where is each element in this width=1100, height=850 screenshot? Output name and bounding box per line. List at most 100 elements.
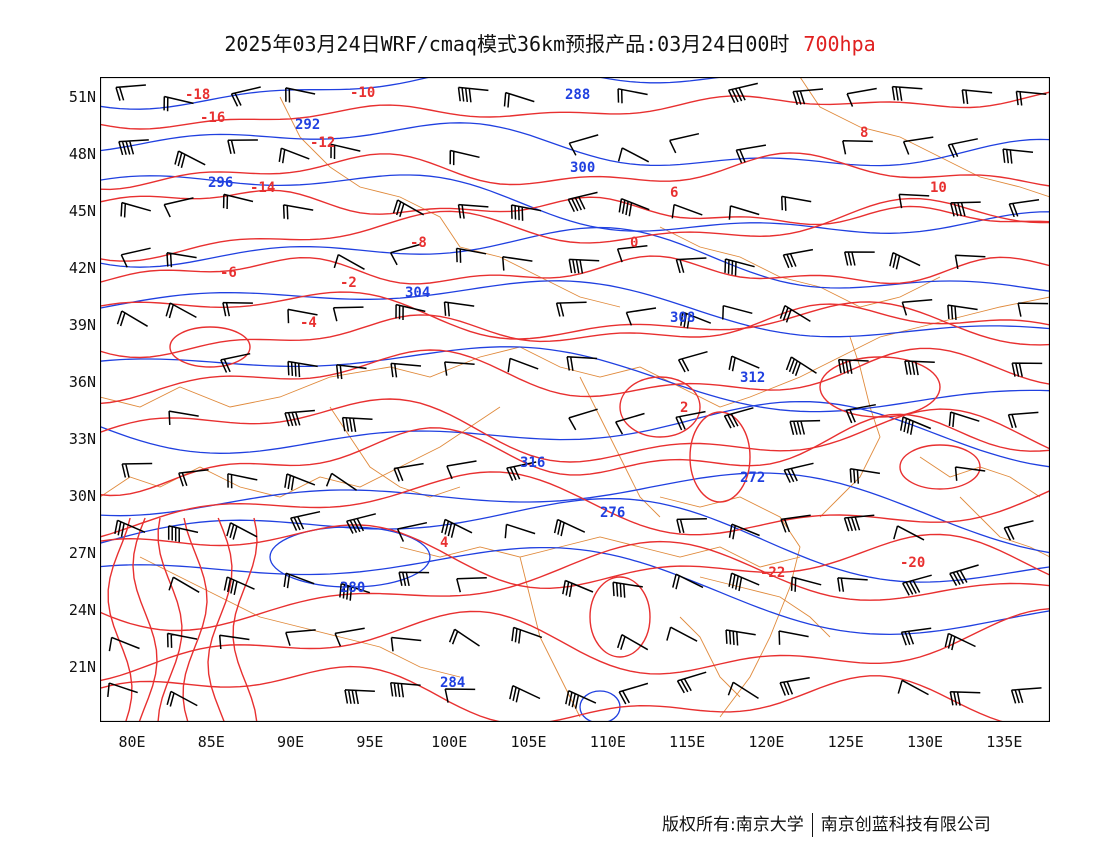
wind-barb [390, 636, 422, 652]
wind-barb [948, 411, 980, 428]
lon-label: 130E [906, 733, 944, 751]
temperature-contour [107, 517, 133, 723]
lon-label: 90E [277, 733, 305, 751]
wind-barb [846, 87, 877, 107]
temperature-contour [99, 524, 1051, 590]
temperature-contour [207, 517, 233, 723]
temperature-label: -12 [310, 135, 335, 151]
wind-barb [792, 88, 824, 106]
border-line [399, 536, 801, 568]
wind-barb [782, 248, 814, 269]
wind-barb [290, 510, 321, 531]
wind-barb [115, 84, 146, 101]
wind-barb [615, 412, 645, 435]
wind-barb [1002, 148, 1034, 164]
wind-barb [567, 191, 598, 213]
contour-labels: -18-16-14-12-10-8-6-4-20246810-22-202882… [185, 85, 947, 691]
wind-barb [283, 572, 315, 589]
temperature-label: 4 [440, 535, 448, 551]
lat-label: 33N [68, 430, 96, 448]
wind-barb [223, 576, 255, 596]
temperature-label: -16 [200, 110, 225, 126]
temperature-contour [99, 540, 1051, 632]
wind-barb [178, 469, 209, 487]
wind-barb [902, 136, 934, 155]
wind-barb [511, 626, 543, 644]
copyright-left: 版权所有:南京大学 [662, 815, 804, 835]
border-line [699, 576, 831, 638]
wind-barb [618, 198, 650, 217]
wind-barb [443, 301, 475, 317]
temperature-closed-contour [899, 444, 981, 490]
temperature-label: -2 [340, 275, 357, 291]
temperature-contour [99, 303, 1051, 359]
temperature-label: -14 [250, 180, 275, 196]
wind-barb [898, 193, 930, 209]
wind-barb [1007, 411, 1039, 429]
wind-barb [107, 682, 138, 697]
temperature-contour [132, 517, 158, 723]
lat-label: 39N [68, 316, 96, 334]
wind-barb [617, 147, 650, 163]
wind-barb [904, 360, 935, 376]
wind-barb [166, 252, 197, 268]
wind-barb [899, 416, 932, 435]
wind-barb [455, 247, 487, 263]
temperature-contour [99, 91, 1051, 130]
wind-barb [218, 634, 250, 650]
wind-barb [443, 361, 475, 376]
wind-barb [503, 91, 535, 108]
wind-barb [722, 304, 753, 320]
copyright-separator [811, 813, 813, 837]
wind-barb [783, 462, 814, 483]
geopotential-label: 288 [565, 87, 590, 103]
geopotential-contour [99, 472, 1051, 554]
wind-barb [507, 357, 539, 373]
lon-label: 100E [431, 733, 468, 751]
wind-barb [222, 301, 253, 317]
wind-barb [278, 147, 310, 164]
wind-barb [724, 258, 755, 276]
wind-barb [562, 579, 594, 598]
wind-barb [565, 690, 597, 709]
geopotential-contour [99, 280, 1051, 338]
temperature-label: -20 [900, 555, 925, 571]
temperature-contour [232, 517, 258, 723]
temperature-closed-contour [819, 356, 941, 418]
wind-barb [509, 685, 541, 703]
temperature-contour [99, 255, 1051, 285]
wind-barbs [107, 82, 1049, 709]
border-line [659, 496, 801, 718]
wind-barb [226, 522, 258, 540]
wind-barb [166, 690, 198, 707]
wind-barb [287, 360, 318, 378]
wind-barb [166, 632, 198, 648]
border-line [279, 96, 621, 308]
wind-barb [395, 303, 426, 321]
wind-barb [446, 460, 477, 480]
wind-barb [1003, 520, 1034, 541]
lon-label: 95E [356, 733, 384, 751]
wind-barb [1011, 362, 1043, 377]
wind-barb [333, 253, 365, 270]
wind-barb [612, 581, 643, 598]
title-text: 2025年03月24日WRF/cmaq模式36km预报产品:03月24日00时 [224, 32, 790, 56]
wind-barb [849, 468, 881, 484]
temperature-closed-contour [619, 376, 701, 438]
map-canvas: -18-16-14-12-10-8-6-4-20246810-22-202882… [99, 41, 1051, 729]
wind-barb [332, 306, 364, 322]
border-line [679, 616, 741, 698]
wind-barb [785, 356, 817, 377]
wind-barb [954, 466, 986, 481]
wind-barb [346, 513, 376, 534]
wind-barb [843, 251, 875, 266]
wind-barb [287, 308, 318, 324]
wind-barb [504, 523, 536, 539]
border-line [819, 336, 881, 518]
lon-label: 110E [589, 733, 626, 751]
lat-label: 24N [68, 601, 96, 619]
wind-barb [961, 89, 993, 105]
wind-barb [108, 636, 140, 652]
wind-barb [392, 199, 425, 218]
wind-barb [335, 364, 367, 380]
